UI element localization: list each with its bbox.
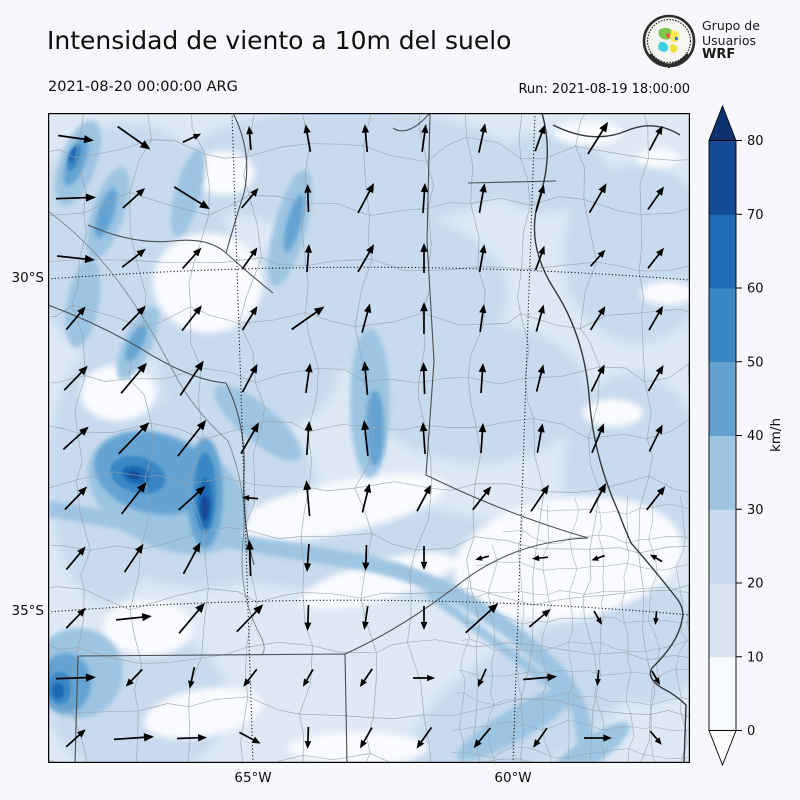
minor-rivers: [48, 210, 265, 655]
map-frame: [48, 113, 690, 763]
lat-label-30s: 30°S: [11, 270, 45, 286]
wrf-logo-text: Grupo de Usuarios WRF: [702, 19, 760, 63]
svg-text:20: 20: [747, 577, 764, 592]
colorbar: 0 10 20 30 40 50 60 70 80 km/h: [708, 104, 784, 767]
colorbar-over-arrow: [708, 104, 737, 141]
department-boundaries: [48, 113, 690, 763]
svg-text:80: 80: [747, 134, 764, 149]
svg-text:30: 30: [747, 503, 764, 518]
colorbar-unit-label: km/h: [768, 418, 784, 452]
wrf-logo-icon: [642, 14, 696, 68]
run-time-label: Run: 2021-08-19 18:00:00: [518, 82, 690, 97]
wind-map-canvas: [48, 113, 690, 763]
wind-map: [48, 113, 690, 763]
colorbar-ticks: 0 10 20 30 40 50 60 70 80: [736, 134, 764, 739]
wrf-logo: Grupo de Usuarios WRF: [642, 12, 798, 70]
logo-line-1: Grupo de: [702, 18, 760, 34]
svg-text:50: 50: [747, 355, 764, 370]
valid-time-label: 2021-08-20 00:00:00 ARG: [48, 79, 238, 95]
lat-label-35s: 35°S: [11, 603, 45, 619]
logo-line-2: Usuarios: [702, 32, 757, 48]
colorbar-under-arrow: [708, 730, 737, 767]
partido-boundaries: [450, 495, 690, 763]
svg-text:70: 70: [747, 208, 764, 223]
lon-label-65w: 65°W: [234, 770, 272, 786]
svg-text:40: 40: [747, 429, 764, 444]
svg-text:10: 10: [747, 650, 764, 665]
colorbar-segments: [709, 140, 736, 731]
page-title: Intensidad de viento a 10m del suelo: [47, 26, 512, 55]
lon-label-60w: 60°W: [494, 770, 532, 786]
wind-vectors: [55, 121, 666, 749]
svg-text:60: 60: [747, 282, 764, 297]
province-borders: [48, 113, 589, 763]
svg-text:0: 0: [747, 724, 755, 739]
logo-line-3: WRF: [702, 47, 736, 63]
